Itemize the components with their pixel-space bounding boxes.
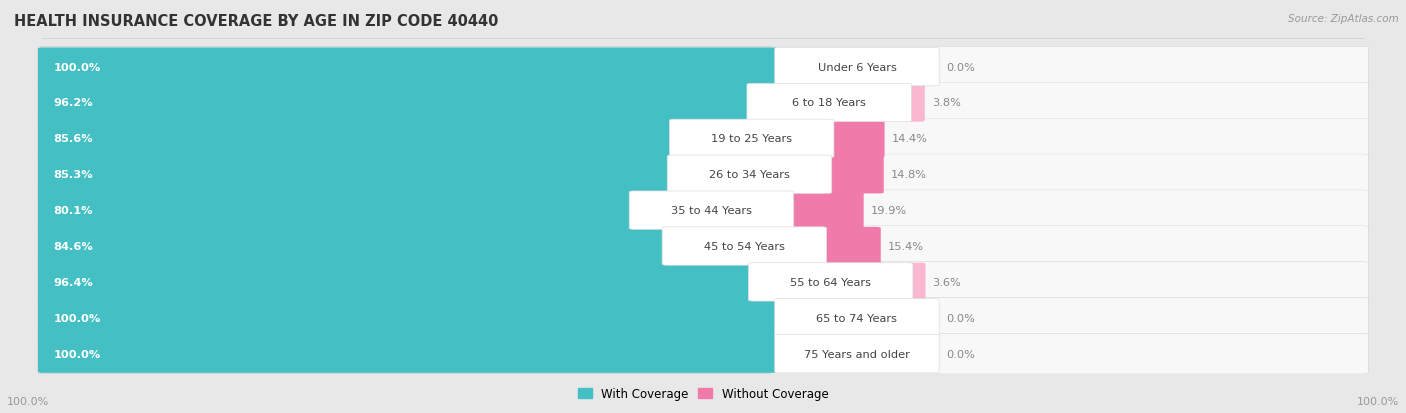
Text: 100.0%: 100.0% xyxy=(1357,396,1399,406)
Text: 85.6%: 85.6% xyxy=(53,134,93,144)
Text: 3.8%: 3.8% xyxy=(932,98,960,108)
Text: 15.4%: 15.4% xyxy=(887,242,924,252)
Text: 84.6%: 84.6% xyxy=(53,242,93,252)
FancyBboxPatch shape xyxy=(38,226,1368,266)
FancyBboxPatch shape xyxy=(38,263,751,301)
Text: 14.4%: 14.4% xyxy=(891,134,928,144)
Text: 55 to 64 Years: 55 to 64 Years xyxy=(790,277,872,287)
FancyBboxPatch shape xyxy=(824,156,884,194)
FancyBboxPatch shape xyxy=(903,84,925,122)
FancyBboxPatch shape xyxy=(38,299,778,337)
FancyBboxPatch shape xyxy=(38,47,1368,88)
Text: 0.0%: 0.0% xyxy=(946,313,976,323)
Text: 96.4%: 96.4% xyxy=(53,277,93,287)
Text: Source: ZipAtlas.com: Source: ZipAtlas.com xyxy=(1288,14,1399,24)
Text: 19 to 25 Years: 19 to 25 Years xyxy=(711,134,792,144)
FancyBboxPatch shape xyxy=(769,298,1368,338)
FancyBboxPatch shape xyxy=(742,262,1368,302)
FancyBboxPatch shape xyxy=(624,191,1368,230)
Text: 96.2%: 96.2% xyxy=(53,98,93,108)
FancyBboxPatch shape xyxy=(668,156,832,194)
FancyBboxPatch shape xyxy=(38,119,1368,159)
FancyBboxPatch shape xyxy=(664,119,1368,159)
FancyBboxPatch shape xyxy=(769,334,1368,374)
Text: 14.8%: 14.8% xyxy=(891,170,927,180)
FancyBboxPatch shape xyxy=(748,263,912,301)
Text: 80.1%: 80.1% xyxy=(53,206,93,216)
FancyBboxPatch shape xyxy=(904,263,925,301)
Text: 6 to 18 Years: 6 to 18 Years xyxy=(792,98,866,108)
Text: 3.6%: 3.6% xyxy=(932,277,962,287)
Text: 35 to 44 Years: 35 to 44 Years xyxy=(671,206,752,216)
FancyBboxPatch shape xyxy=(662,227,827,266)
Text: Under 6 Years: Under 6 Years xyxy=(817,62,897,72)
FancyBboxPatch shape xyxy=(38,191,1368,230)
FancyBboxPatch shape xyxy=(38,227,665,266)
FancyBboxPatch shape xyxy=(669,120,834,158)
FancyBboxPatch shape xyxy=(38,156,671,194)
Text: 45 to 54 Years: 45 to 54 Years xyxy=(704,242,785,252)
FancyBboxPatch shape xyxy=(38,335,778,373)
FancyBboxPatch shape xyxy=(38,298,1368,338)
Text: 26 to 34 Years: 26 to 34 Years xyxy=(709,170,790,180)
FancyBboxPatch shape xyxy=(38,48,778,87)
FancyBboxPatch shape xyxy=(775,48,939,87)
Text: 100.0%: 100.0% xyxy=(7,396,49,406)
FancyBboxPatch shape xyxy=(38,262,1368,302)
FancyBboxPatch shape xyxy=(38,334,1368,374)
FancyBboxPatch shape xyxy=(775,335,939,373)
FancyBboxPatch shape xyxy=(662,155,1368,195)
FancyBboxPatch shape xyxy=(38,83,1368,123)
Text: 85.3%: 85.3% xyxy=(53,170,93,180)
Text: 0.0%: 0.0% xyxy=(946,349,976,359)
Text: 0.0%: 0.0% xyxy=(946,62,976,72)
FancyBboxPatch shape xyxy=(741,83,1368,123)
Text: 100.0%: 100.0% xyxy=(53,313,101,323)
FancyBboxPatch shape xyxy=(38,192,633,230)
FancyBboxPatch shape xyxy=(38,120,672,158)
FancyBboxPatch shape xyxy=(657,226,1368,266)
Text: 100.0%: 100.0% xyxy=(53,349,101,359)
FancyBboxPatch shape xyxy=(786,192,863,230)
FancyBboxPatch shape xyxy=(775,299,939,337)
Text: 75 Years and older: 75 Years and older xyxy=(804,349,910,359)
Text: 65 to 74 Years: 65 to 74 Years xyxy=(817,313,897,323)
FancyBboxPatch shape xyxy=(630,192,794,230)
Text: 19.9%: 19.9% xyxy=(870,206,907,216)
FancyBboxPatch shape xyxy=(769,47,1368,88)
FancyBboxPatch shape xyxy=(747,84,911,122)
FancyBboxPatch shape xyxy=(38,155,1368,195)
FancyBboxPatch shape xyxy=(38,84,749,122)
Text: HEALTH INSURANCE COVERAGE BY AGE IN ZIP CODE 40440: HEALTH INSURANCE COVERAGE BY AGE IN ZIP … xyxy=(14,14,499,29)
FancyBboxPatch shape xyxy=(825,120,884,158)
Legend: With Coverage, Without Coverage: With Coverage, Without Coverage xyxy=(572,383,834,405)
Text: 100.0%: 100.0% xyxy=(53,62,101,72)
FancyBboxPatch shape xyxy=(818,227,880,266)
